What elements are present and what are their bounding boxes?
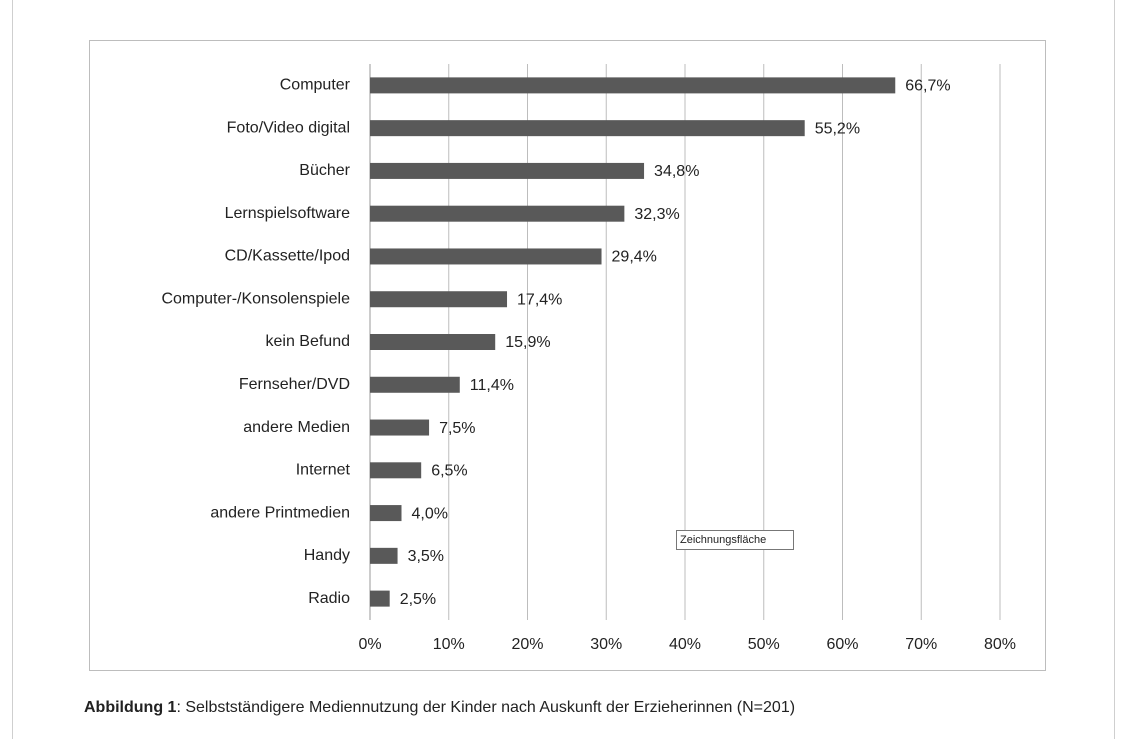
bar <box>370 376 460 393</box>
y-tick-label: Bücher <box>299 162 350 179</box>
frame <box>12 0 1115 739</box>
value-label: 11,4% <box>470 377 514 394</box>
value-label: 29,4% <box>612 249 657 266</box>
y-tick-label: Fernseher/DVD <box>239 376 350 393</box>
bar <box>370 248 602 265</box>
caption-text: : Selbstständigere Mediennutzung der Kin… <box>176 699 795 716</box>
bar <box>370 505 402 522</box>
bar <box>370 162 645 179</box>
y-tick-label: Handy <box>304 547 350 564</box>
bar <box>370 291 508 308</box>
y-tick-label: Lernspielsoftware <box>225 205 351 222</box>
y-tick-label: andere Printmedien <box>210 504 350 521</box>
caption: Abbildung 1: Selbstständigere Mediennutz… <box>84 699 795 716</box>
value-label: 2,5% <box>400 591 436 608</box>
x-tick-label: 70% <box>905 636 937 653</box>
value-label: 4,0% <box>412 505 448 522</box>
x-tick-label: 10% <box>433 636 465 653</box>
bar <box>370 590 390 607</box>
y-tick-label: Internet <box>296 462 351 479</box>
y-tick-label: Radio <box>308 590 350 607</box>
x-tick-label: 50% <box>748 636 780 653</box>
bar <box>370 547 398 564</box>
x-tick-label: 20% <box>511 636 543 653</box>
bar <box>370 419 430 436</box>
bar <box>370 334 496 350</box>
bar <box>370 120 805 137</box>
value-label: 32,3% <box>634 206 679 223</box>
y-tick-label: andere Medien <box>243 419 350 436</box>
bar <box>370 462 422 479</box>
value-label: 34,8% <box>654 163 699 180</box>
value-label: 7,5% <box>439 420 475 437</box>
caption-label: Abbildung 1 <box>84 699 177 716</box>
tooltip: Zeichnungsfläche <box>676 530 794 550</box>
x-tick-label: 60% <box>826 636 858 653</box>
x-tick-label: 80% <box>984 636 1016 653</box>
value-label: 3,5% <box>408 548 444 565</box>
tooltip-box <box>676 530 794 550</box>
chart-area <box>89 40 1046 671</box>
bar <box>370 77 896 94</box>
value-label: 17,4% <box>517 291 562 308</box>
value-label: 6,5% <box>431 463 467 480</box>
value-label: 15,9% <box>505 334 550 351</box>
x-tick-label: 30% <box>590 636 622 653</box>
value-label: 55,2% <box>815 120 860 137</box>
y-tick-label: CD/Kassette/Ipod <box>225 248 350 265</box>
y-tick-label: kein Befund <box>265 333 350 350</box>
bar <box>370 205 625 222</box>
x-tick-label: 40% <box>669 636 701 653</box>
y-tick-label: Computer <box>280 77 351 94</box>
y-tick-label: Foto/Video digital <box>227 119 350 136</box>
y-tick-label: Computer-/Konsolenspiele <box>161 290 350 307</box>
value-label: 66,7% <box>905 78 950 95</box>
tooltip-text: Zeichnungsfläche <box>680 534 766 546</box>
x-tick-label: 0% <box>358 636 381 653</box>
